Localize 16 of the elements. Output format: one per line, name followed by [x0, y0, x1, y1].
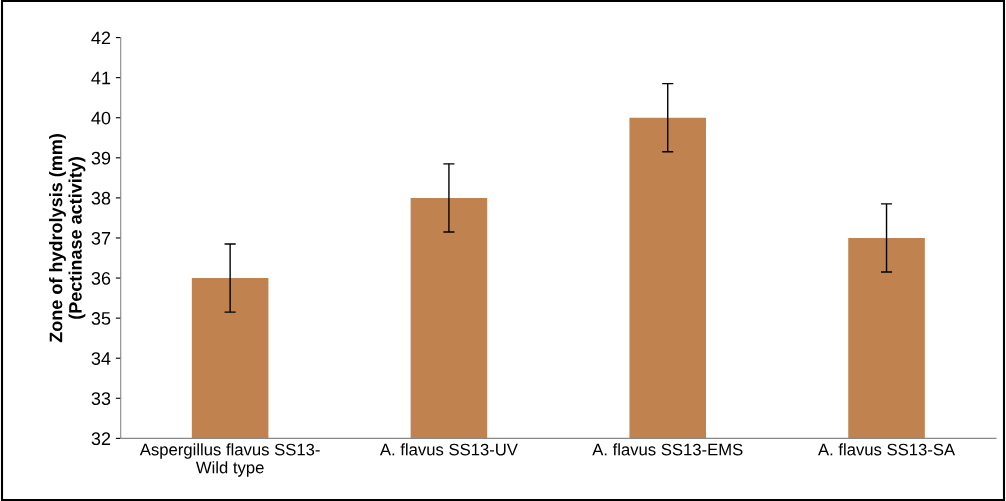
y-axis-title: Zone of hydrolysis (mm) (Pectinase activity) [49, 134, 86, 343]
y-tick-label: 33 [91, 392, 111, 406]
y-tick-label: 34 [91, 352, 111, 365]
x-tick-label: Aspergillus flavus SS13-Wild type [139, 443, 320, 477]
y-tick-label: 42 [91, 31, 111, 45]
y-tick-label: 36 [91, 271, 111, 285]
y-tick-label: 39 [91, 151, 111, 165]
x-tick-label: A. flavus SS13-EMS [592, 443, 743, 456]
y-tick-label: 38 [91, 191, 111, 205]
x-tick-label: A. flavus SS13-SA [818, 443, 956, 456]
y-tick-label: 41 [91, 71, 111, 85]
y-tick-label: 35 [91, 312, 111, 325]
y-tick-label: 40 [91, 111, 111, 125]
y-tick-label: 37 [91, 231, 111, 245]
y-tick-label: 32 [91, 432, 111, 446]
x-tick-label: A. flavus SS13-UV [379, 443, 518, 456]
